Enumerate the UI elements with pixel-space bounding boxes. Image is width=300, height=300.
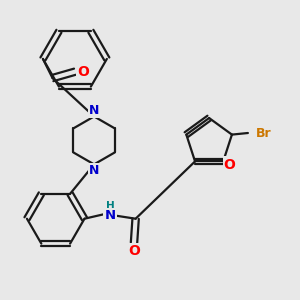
Text: O: O bbox=[128, 244, 140, 258]
Text: N: N bbox=[89, 104, 99, 117]
Text: Br: Br bbox=[256, 127, 272, 140]
Text: O: O bbox=[224, 158, 236, 172]
Text: O: O bbox=[77, 65, 89, 79]
Text: H: H bbox=[106, 201, 114, 211]
Text: N: N bbox=[104, 209, 116, 222]
Text: N: N bbox=[89, 164, 99, 177]
